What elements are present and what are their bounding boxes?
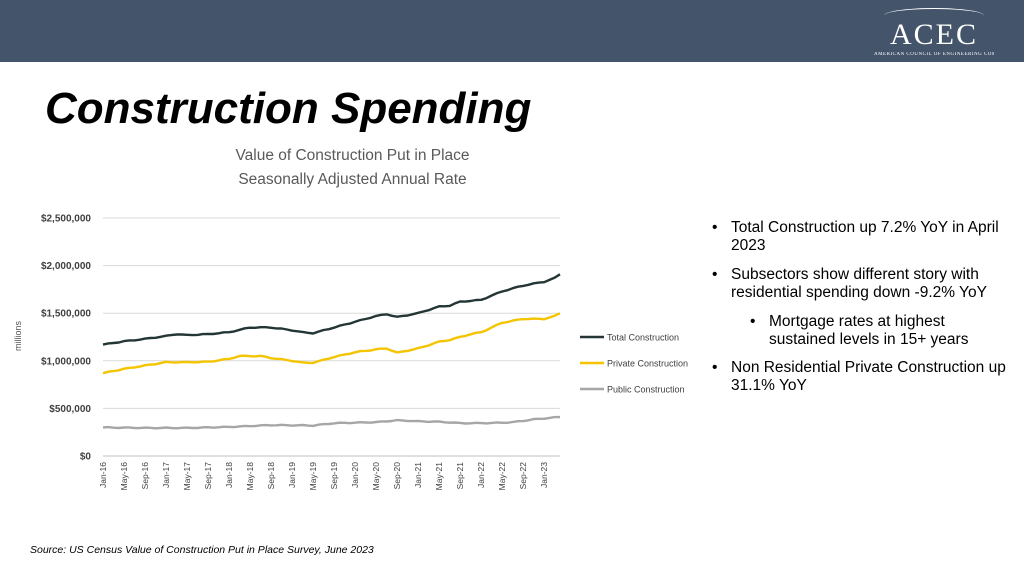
top-banner: ACEC AMERICAN COUNCIL OF ENGINEERING COM… (0, 0, 1024, 62)
x-tick-label: Jan-22 (476, 462, 486, 488)
x-tick-label: Sep-22 (518, 462, 528, 490)
legend-label-private-construction: Private Construction (607, 359, 688, 369)
page-title: Construction Spending (45, 84, 532, 133)
bullet-subsectors: Subsectors show different story with res… (712, 266, 1012, 302)
x-tick-label: May-18 (245, 462, 255, 491)
logo-text: ACEC (889, 18, 978, 51)
chart-legend: Total Construction Private Construction Pu… (580, 333, 688, 395)
x-tick-label: May-21 (434, 462, 444, 491)
x-tick-label: May-22 (497, 462, 507, 491)
y-axis-label: millions (13, 321, 23, 352)
y-tick-label: $2,500,000 (41, 214, 91, 225)
logo-tagline: AMERICAN COUNCIL OF ENGINEERING COMPANIE… (874, 52, 994, 57)
x-tick-label: Jan-23 (539, 462, 549, 488)
bullet-total-construction: Total Construction up 7.2% YoY in April … (712, 219, 1012, 255)
x-tick-label: Sep-19 (329, 462, 339, 490)
series-line-private-construction (102, 312, 561, 375)
chart-gridlines (103, 217, 560, 457)
chart-series-lines (102, 273, 561, 430)
x-tick-label: Jan-17 (161, 462, 171, 488)
x-tick-label: Jan-19 (287, 462, 297, 488)
x-tick-label: Sep-17 (203, 462, 213, 490)
legend-label-total-construction: Total Construction (607, 333, 679, 343)
x-tick-label: May-19 (308, 462, 318, 491)
bullet-non-residential: Non Residential Private Construction up … (712, 359, 1012, 395)
y-tick-label: $2,000,000 (41, 261, 91, 272)
bullet-list: Total Construction up 7.2% YoY in April … (712, 219, 1012, 406)
y-tick-label: $1,000,000 (41, 356, 91, 367)
y-tick-label: $1,500,000 (41, 309, 91, 320)
x-tick-label: Sep-21 (455, 462, 465, 490)
x-tick-label: Jan-16 (98, 462, 108, 488)
x-tick-label: Jan-18 (224, 462, 234, 488)
chart-subtitle: Seasonally Adjusted Annual Rate (238, 171, 467, 188)
y-tick-label: $0 (80, 452, 92, 463)
chart-title: Value of Construction Put in Place (235, 147, 470, 164)
construction-spending-chart: $0 $500,000 $1,000,000 $1,500,000 $2,000,000… (13, 214, 688, 491)
acec-logo: ACEC AMERICAN COUNCIL OF ENGINEERING COM… (874, 8, 994, 58)
logo-arc-icon (884, 8, 984, 23)
series-line-total-construction (102, 273, 561, 346)
source-note: Source: US Census Value of Construction … (30, 544, 374, 556)
x-tick-label: May-20 (371, 462, 381, 491)
x-tick-label: May-16 (119, 462, 129, 491)
x-tick-label: Jan-21 (413, 462, 423, 488)
x-tick-label: Jan-20 (350, 462, 360, 488)
x-tick-label: Sep-18 (266, 462, 276, 490)
x-tick-label: Sep-16 (140, 462, 150, 490)
x-tick-label: May-17 (182, 462, 192, 491)
x-axis-ticks: Jan-16 May-16 Sep-16 Jan-17 May-17 Sep-17 Jan-… (98, 462, 549, 491)
x-tick-label: Sep-20 (392, 462, 402, 490)
bullet-mortgage-rates: Mortgage rates at highest sustained leve… (750, 313, 1012, 349)
y-axis-ticks: $0 $500,000 $1,000,000 $1,500,000 $2,000,000… (41, 214, 91, 463)
y-tick-label: $500,000 (49, 404, 91, 415)
series-line-public-construction (102, 415, 560, 430)
legend-label-public-construction: Public Construction (607, 385, 685, 395)
